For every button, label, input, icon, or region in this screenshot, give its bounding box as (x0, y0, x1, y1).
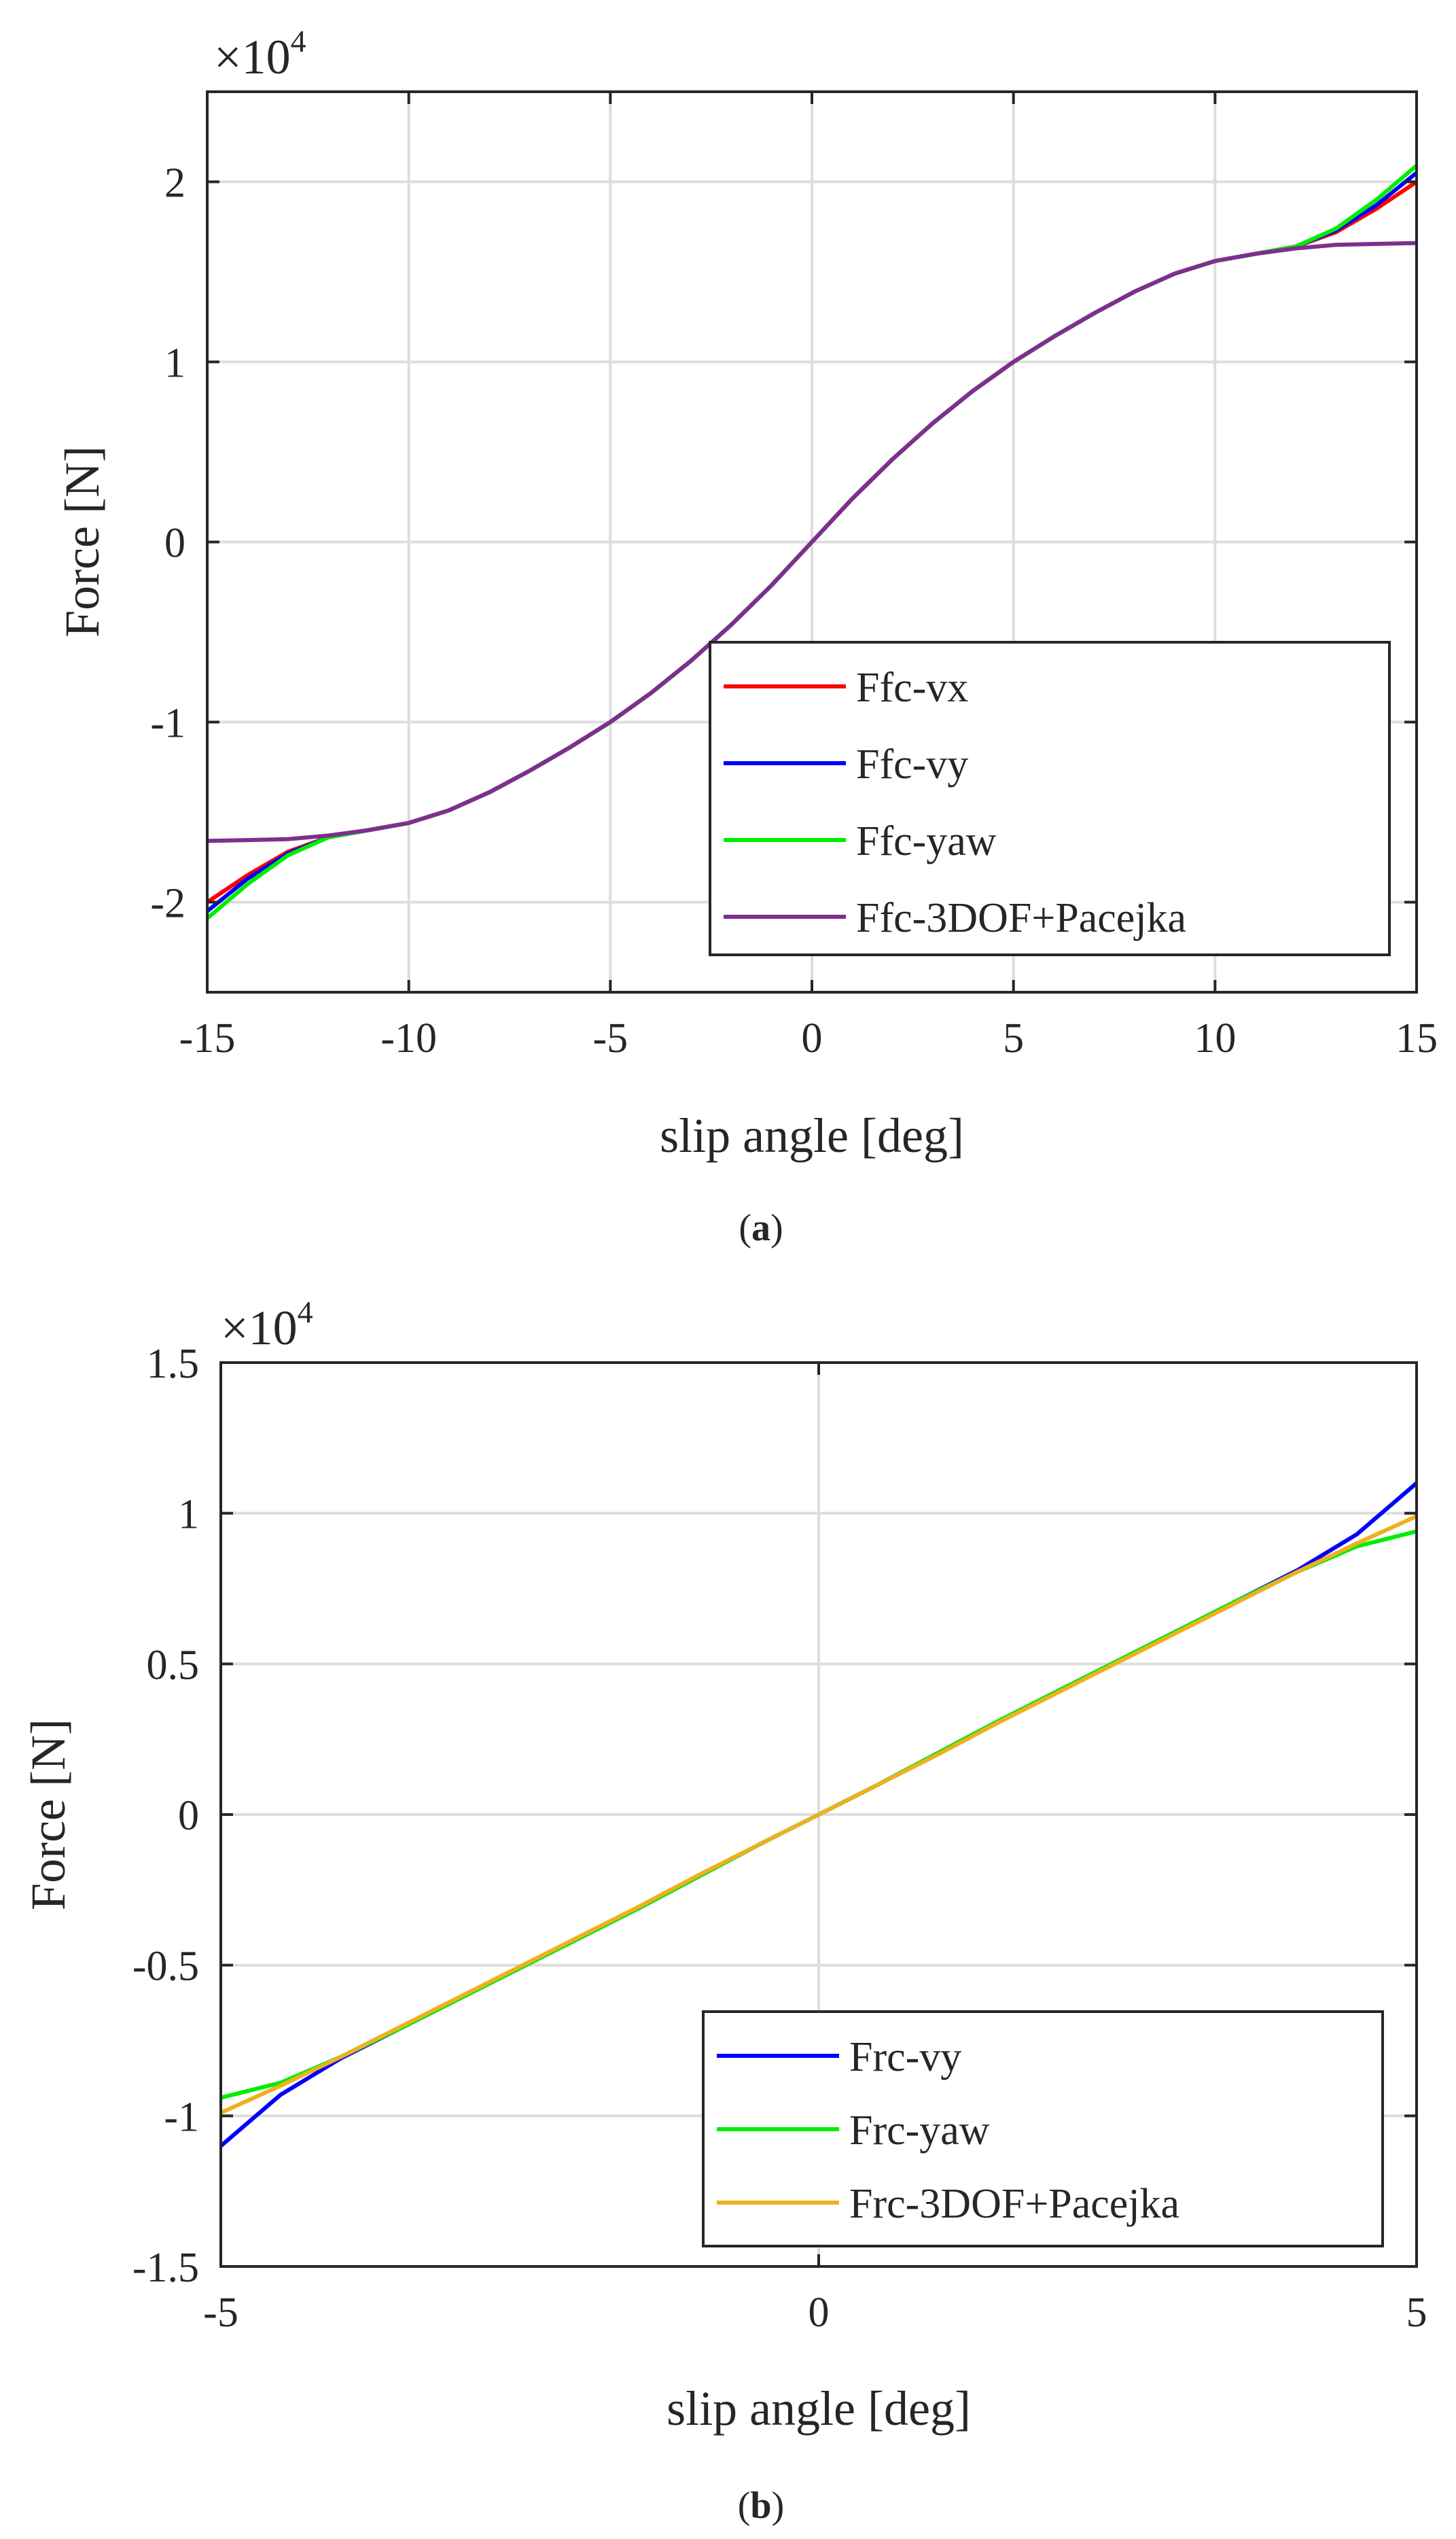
chart-b-xticks: -5 0 5 (203, 1363, 1427, 2336)
chart-b-ytick-label-0: 0 (178, 1793, 199, 1839)
chart-a-series (206, 164, 1418, 920)
chart-a-xtick-label-0: 0 (802, 1015, 823, 1062)
chart-b-series (219, 1482, 1418, 2148)
chart-a-legend-box (709, 641, 1391, 956)
legend-label-Frc-vy: Frc-vy (849, 2034, 961, 2080)
chart-b-ylabel: Force [N] (21, 1719, 75, 1910)
chart-a-ytick-label--1: -1 (150, 701, 185, 747)
chart-b-ytick-label-1.5: 1.5 (147, 1341, 200, 1387)
chart-b-ytick-label--1: -1 (164, 2094, 199, 2140)
chart-b-yticks: -1.5 -1 -0.5 0 0.5 1 1.5 (132, 1341, 1417, 2291)
chart-panel-b: -5 0 5 -1.5 -1 -0.5 0 0.5 1 1.5 ×104 slip angle … (21, 1295, 1427, 2436)
chart-b-xtick-label--5: -5 (203, 2290, 238, 2336)
chart-a-xtick-label--15: -15 (179, 1015, 236, 1062)
legend-label-Frc-3DOF+Pacejka: Frc-3DOF+Pacejka (849, 2181, 1179, 2227)
chart-a-xtick-label-5: 5 (1003, 1015, 1024, 1062)
series-line-Ffc-3DOF+Pacejka (207, 241, 1417, 843)
chart-b-exponent: ×104 (221, 1295, 313, 1355)
chart-b-xtick-label-0: 0 (809, 2290, 830, 2336)
chart-a-xtick-label--10: -10 (380, 1015, 437, 1062)
chart-a-xticks: -15 -10 -5 0 5 10 15 (179, 92, 1438, 1062)
legend-label-Ffc-yaw: Ffc-yaw (856, 818, 997, 864)
chart-a-xtick-label-15: 15 (1396, 1015, 1438, 1062)
chart-a-xlabel: slip angle [deg] (660, 1108, 964, 1163)
chart-b-ytick-label--0.5: -0.5 (132, 1944, 199, 1990)
chart-b-xlabel: slip angle [deg] (667, 2381, 971, 2436)
chart-b-xtick-label-5: 5 (1406, 2290, 1427, 2336)
chart-a-ytick-label-2: 2 (164, 160, 185, 207)
caption-a: (a) (739, 1207, 783, 1249)
caption-b: (b) (738, 2485, 784, 2527)
chart-a-ytick-label-0: 0 (164, 521, 185, 567)
chart-a-exponent: ×104 (214, 24, 306, 84)
chart-b-ytick-label-1: 1 (178, 1492, 199, 1538)
legend-label-Ffc-vx: Ffc-vx (856, 665, 968, 711)
chart-b-legend: Frc-vy Frc-yaw Frc-3DOF+Pacejka (702, 2010, 1384, 2247)
chart-a-ylabel: Force [N] (55, 446, 109, 637)
chart-b-ytick-label-0.5: 0.5 (147, 1642, 200, 1688)
legend-label-Ffc-vy: Ffc-vy (856, 741, 968, 788)
legend-label-Frc-yaw: Frc-yaw (849, 2107, 990, 2154)
chart-a-ytick-label--2: -2 (150, 881, 185, 927)
chart-b-ytick-label--1.5: -1.5 (132, 2245, 199, 2291)
chart-a-yticks: -2 -1 0 1 2 (150, 160, 1417, 927)
chart-a-xtick-label-10: 10 (1194, 1015, 1236, 1062)
chart-a-xtick-label--5: -5 (593, 1015, 628, 1062)
chart-a-ytick-label-1: 1 (164, 340, 185, 387)
series-line-Frc-3DOF+Pacejka (219, 1514, 1418, 2115)
chart-a-legend: Ffc-vx Ffc-vy Ffc-yaw Ffc-3DOF+Pacejka (709, 641, 1391, 956)
legend-label-Ffc-3DOF+Pacejka: Ffc-3DOF+Pacejka (856, 895, 1186, 941)
